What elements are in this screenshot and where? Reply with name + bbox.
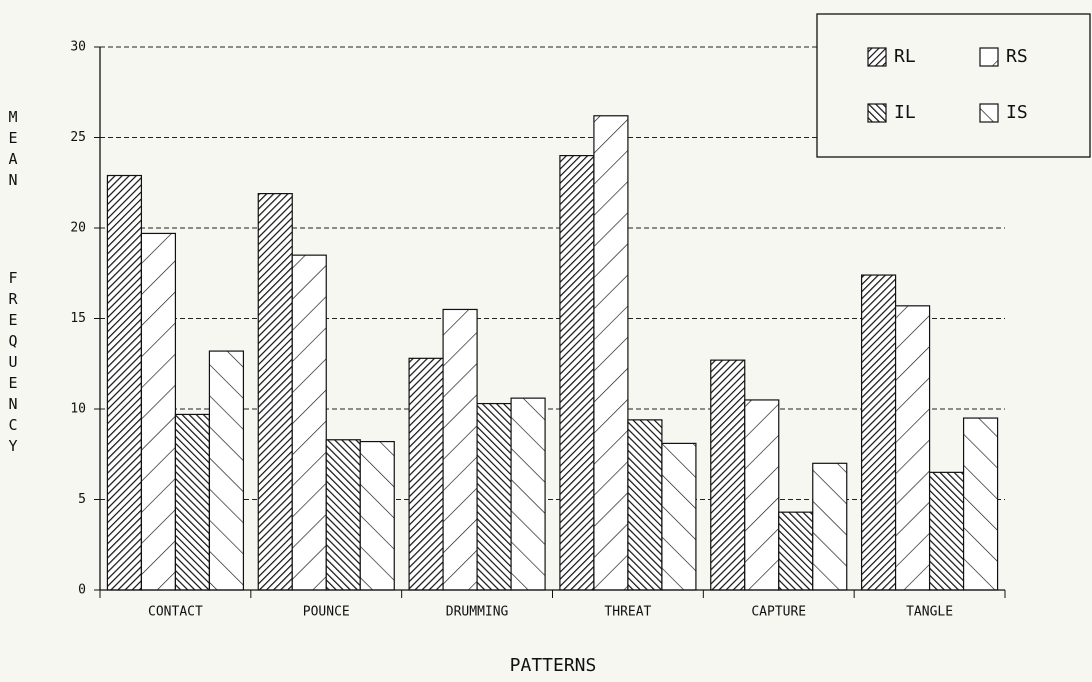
bar <box>174 413 211 591</box>
y-tick-label: 0 <box>78 583 86 598</box>
legend-swatch <box>979 103 999 123</box>
x-tick-label: TANGLE <box>906 605 953 620</box>
bar <box>140 232 177 591</box>
bar <box>778 511 814 591</box>
y-tick-label: 25 <box>70 130 86 145</box>
legend-box <box>816 13 1091 158</box>
legend-label: RL <box>894 46 916 67</box>
bar <box>257 193 293 591</box>
y-tick-label: 10 <box>70 402 86 417</box>
bar <box>593 115 629 591</box>
legend-label: RS <box>1006 46 1028 67</box>
y-tick-label: 30 <box>70 40 86 55</box>
x-tick-label: DRUMMING <box>446 605 509 620</box>
bar <box>928 471 965 591</box>
x-tick-label: POUNCE <box>303 605 350 620</box>
bar <box>291 254 327 591</box>
bar <box>627 419 663 591</box>
bar <box>442 308 478 591</box>
bar <box>710 359 746 591</box>
bar <box>408 357 444 591</box>
y-tick-label: 15 <box>70 311 86 326</box>
bar <box>661 442 697 591</box>
x-tick-label: CONTACT <box>148 605 203 620</box>
y-axis-label: MEAN FREQUENCY <box>4 108 22 458</box>
bar <box>510 397 546 591</box>
bar <box>962 417 999 591</box>
y-tick-label: 5 <box>78 492 86 507</box>
bar <box>812 462 848 591</box>
bar <box>894 305 931 591</box>
bar <box>860 274 897 591</box>
legend-label: IL <box>894 102 916 123</box>
x-tick-label: THREAT <box>604 605 651 620</box>
x-tick-label: CAPTURE <box>751 605 806 620</box>
legend-swatch <box>867 103 887 123</box>
bar <box>325 439 361 591</box>
y-tick-label: 20 <box>70 221 86 236</box>
bar <box>559 155 595 591</box>
bar <box>744 399 780 591</box>
legend-label: IS <box>1006 102 1028 123</box>
bar <box>106 174 143 591</box>
x-axis-label: PATTERNS <box>510 655 597 676</box>
legend-swatch <box>979 47 999 67</box>
bar <box>359 440 395 591</box>
bar <box>208 350 245 591</box>
legend-swatch <box>867 47 887 67</box>
bar <box>476 402 512 591</box>
